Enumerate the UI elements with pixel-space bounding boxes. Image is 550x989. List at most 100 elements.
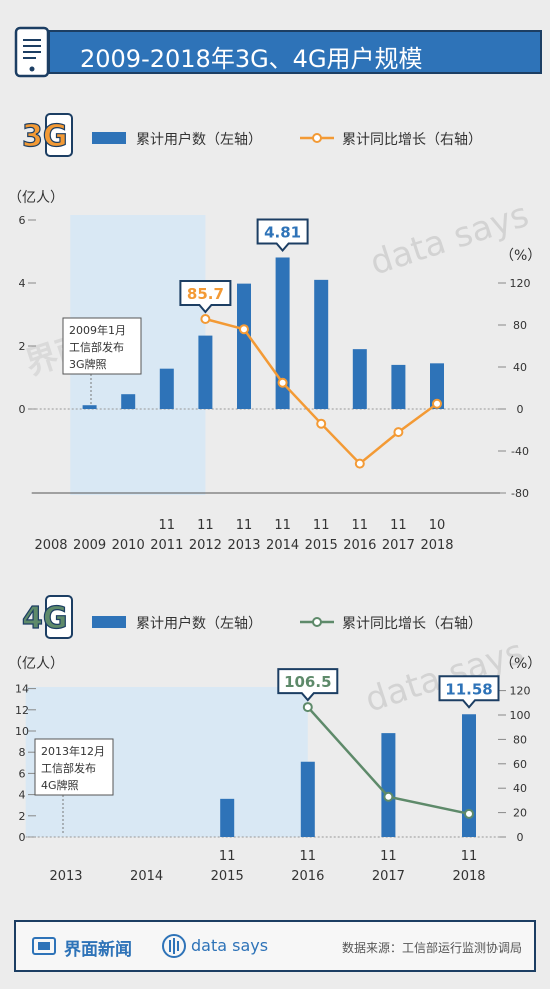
right-tick-label: -40 (511, 445, 529, 458)
growth-point-2017 (383, 791, 394, 802)
watermark-data-says: data says (365, 195, 533, 284)
x-month-label: 11 (219, 849, 236, 864)
x-year-label: 2011 (150, 538, 183, 553)
x-year-label: 2013 (227, 538, 260, 553)
callout-box (438, 675, 500, 709)
phone-icon (14, 26, 50, 78)
growth-point-2018 (464, 808, 474, 819)
left-tick-label: 2 (19, 340, 26, 353)
x-year-label: 2009 (73, 538, 106, 553)
callout-box (256, 218, 309, 253)
right-tick-label: 60 (513, 758, 527, 771)
right-axis-unit: （%） (500, 248, 541, 264)
bar-2013 (237, 283, 251, 409)
annotation-line: 2009年1月 (69, 323, 126, 337)
x-month-label: 11 (380, 849, 397, 864)
left-tick-label: 4 (19, 277, 26, 290)
header: 2009-2018年3G、4G用户规模 (14, 26, 544, 78)
right-tick-label: 120 (510, 277, 531, 290)
x-month-label: 10 (429, 518, 446, 533)
annotation-box (62, 317, 142, 375)
badge-phone-outline (45, 595, 73, 639)
right-tick-label: -80 (511, 487, 529, 500)
x-month-label: 11 (352, 518, 369, 533)
left-axis-unit: （亿人） (8, 190, 64, 206)
growth-point-2014 (277, 377, 288, 388)
footer: 界面新闻 data says 数据来源：工信部运行监测协调局 (14, 920, 536, 972)
growth-point-2015 (316, 418, 327, 429)
callout-value: 106.5 (284, 673, 331, 691)
callout-line: 106.5 (277, 668, 339, 702)
left-tick-label: 6 (19, 767, 26, 780)
x-month-label: 11 (300, 849, 317, 864)
right-tick-label: 20 (513, 807, 527, 820)
x-month-label: 11 (274, 518, 291, 533)
bar-2017 (391, 364, 406, 409)
growth-point-2013 (239, 324, 249, 335)
legend-bar-swatch (92, 616, 126, 628)
x-year-label: 2013 (49, 869, 82, 882)
callout-value: 85.7 (187, 285, 224, 303)
right-tick-label: 40 (513, 361, 527, 374)
left-tick-label: 0 (19, 831, 26, 844)
growth-point-2016 (354, 458, 365, 469)
growth-point-2012 (200, 314, 211, 325)
left-tick-label: 10 (15, 725, 29, 738)
left-tick-label: 12 (15, 704, 29, 717)
x-year-label: 2018 (420, 538, 453, 553)
x-year-label: 2016 (291, 869, 324, 882)
growth-point-2017 (393, 427, 404, 438)
badge-phone-outline (45, 113, 73, 157)
x-year-label: 2017 (372, 869, 405, 882)
legend-bar-label: 累计用户数（左轴） (136, 615, 262, 632)
legend-line-marker (312, 133, 322, 143)
x-month-label: 11 (313, 518, 330, 533)
growth-point-2018 (432, 398, 442, 409)
badge-label: 4G (22, 601, 68, 636)
right-axis-unit: （%） (500, 656, 541, 672)
left-tick-label: 8 (19, 746, 26, 759)
chart-4g: data says界面新闻4G累计用户数（左轴）累计同比增长（右轴）（亿人）（%… (8, 595, 541, 882)
annotation-line: 3G牌照 (69, 357, 107, 371)
x-year-label: 2014 (266, 538, 299, 553)
callout-bar: 4.81 (256, 218, 309, 253)
bar-2017 (381, 733, 396, 837)
footer-data-says: data says (191, 936, 269, 955)
right-tick-label: 100 (510, 709, 531, 722)
annotation-line: 2013年12月 (41, 744, 105, 758)
annotation-line: 工信部发布 (69, 340, 124, 354)
left-axis-unit: （亿人） (8, 656, 64, 672)
annotation-line: 4G牌照 (41, 778, 79, 792)
legend-bar-label: 累计用户数（左轴） (136, 131, 262, 148)
bar-2015 (220, 798, 235, 837)
x-year-label: 2010 (112, 538, 145, 553)
bar-2014 (275, 257, 290, 409)
annotation-box (34, 738, 114, 796)
bar-2016 (300, 761, 315, 837)
left-tick-label: 6 (19, 214, 26, 227)
badge-label: 3G (22, 119, 68, 154)
right-tick-label: 80 (513, 733, 527, 746)
x-month-label: 11 (390, 518, 407, 533)
bar-2016 (352, 349, 367, 409)
right-tick-label: 80 (513, 319, 527, 332)
bar-2018 (462, 714, 476, 837)
badge-4g-icon: 4G (21, 595, 73, 639)
jiemian-logo-icon (32, 937, 56, 955)
left-tick-label: 2 (19, 810, 26, 823)
left-tick-label: 14 (15, 683, 29, 696)
callout-line: 85.7 (179, 280, 232, 314)
x-year-label: 2016 (343, 538, 376, 553)
chart-3g: data says界面新闻3G累计用户数（左轴）累计同比增长（右轴）（亿人）（%… (8, 113, 541, 553)
bar-2018 (430, 363, 444, 409)
x-month-label: 11 (236, 518, 253, 533)
x-year-label: 2014 (130, 869, 163, 882)
left-tick-label: 4 (19, 789, 26, 802)
x-year-label: 2015 (211, 869, 244, 882)
bar-2012 (198, 335, 213, 409)
page-title: 2009-2018年3G、4G用户规模 (80, 45, 423, 73)
x-year-label: 2012 (189, 538, 222, 553)
right-tick-label: 0 (517, 403, 524, 416)
